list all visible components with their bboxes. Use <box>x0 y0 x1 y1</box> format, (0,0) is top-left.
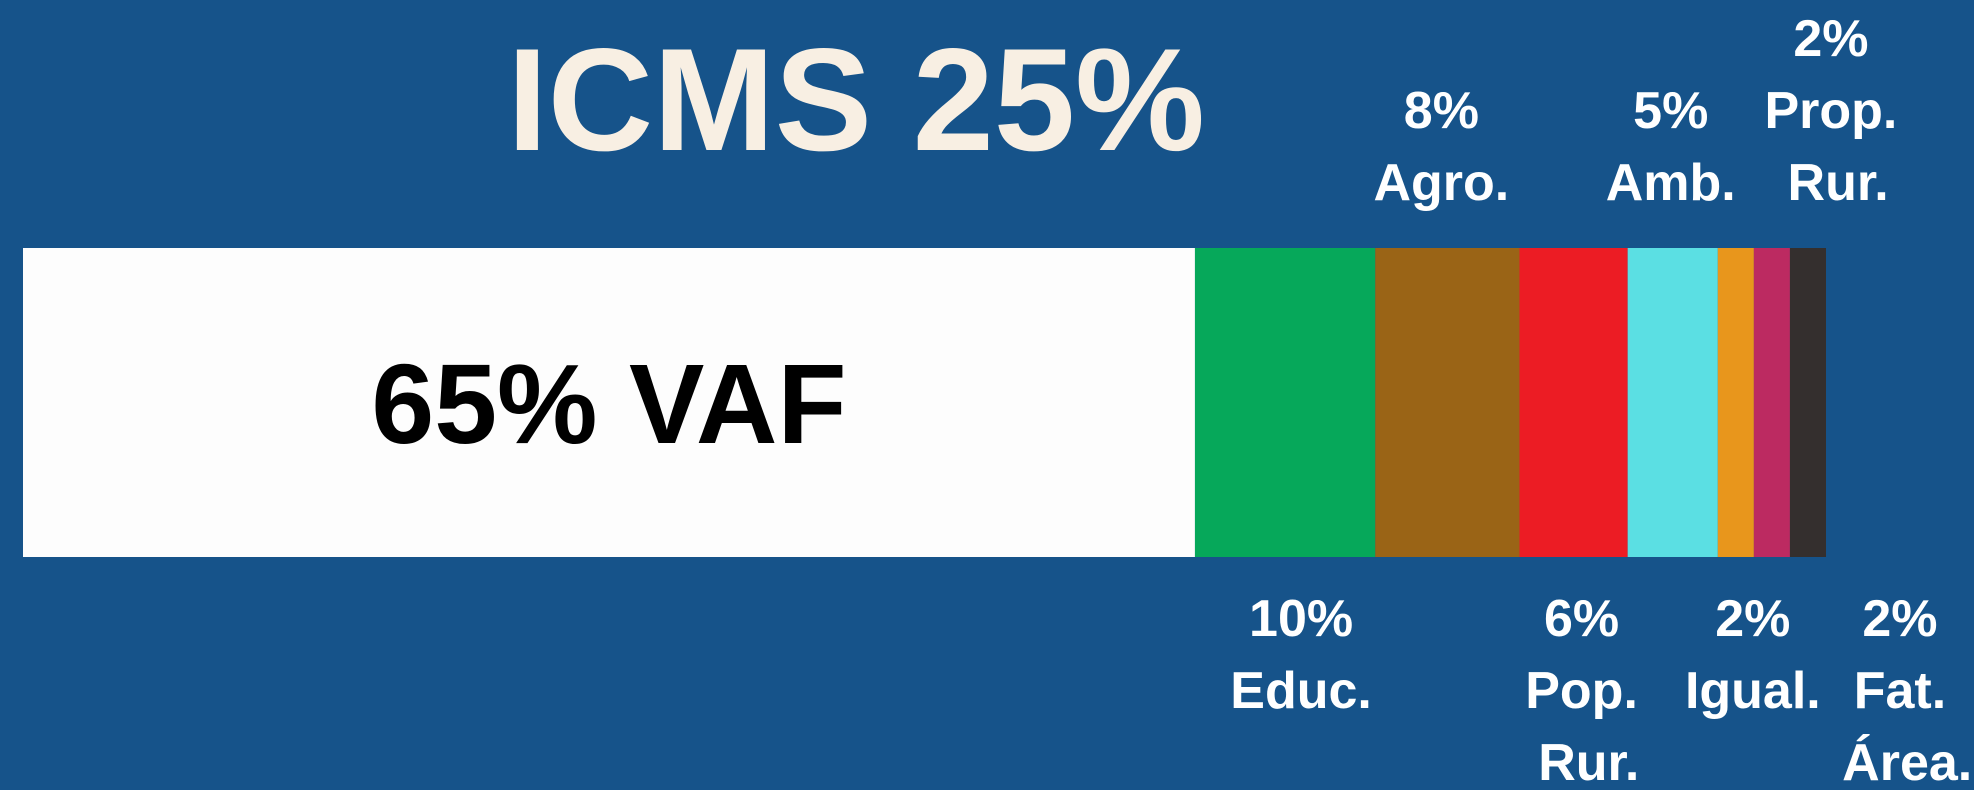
label-line: Educ. <box>1230 662 1372 720</box>
category-label: Agro. <box>1373 154 1509 212</box>
bar-segment <box>1375 248 1520 557</box>
label-line: Igual. <box>1685 662 1821 720</box>
label-line: Rur. <box>1524 734 1640 790</box>
category-label: VAF <box>629 341 847 467</box>
bar-segment <box>1627 248 1718 557</box>
bar-segment <box>1519 248 1628 557</box>
value-label: 2% <box>1793 10 1868 68</box>
category-label: Prop. Rur. <box>1764 82 1897 212</box>
category-label: Amb. <box>1606 154 1736 212</box>
label-line: Área. <box>1828 734 1973 790</box>
category-label: Fat. Área. <box>1828 662 1973 790</box>
segment-label: 65% VAF <box>371 341 846 467</box>
value-label: 8% <box>1404 82 1479 140</box>
category-label: Pop. Rur. <box>1524 662 1640 790</box>
label-line: Amb. <box>1606 154 1736 212</box>
bar-segment <box>1789 248 1826 557</box>
bar-segment <box>1717 248 1754 557</box>
category-label: Igual. <box>1685 662 1821 720</box>
bar-segment <box>1194 248 1376 557</box>
value-label: 2% <box>1715 590 1790 648</box>
label-line: Prop. <box>1764 82 1897 140</box>
label-line: Pop. <box>1525 662 1638 720</box>
value-label: 5% <box>1633 82 1708 140</box>
category-label: Educ. <box>1230 662 1372 720</box>
bar-segment <box>23 248 1195 557</box>
value-label: 10% <box>1249 590 1353 648</box>
label-line: Rur. <box>1773 154 1889 212</box>
label-line: Fat. <box>1854 662 1946 720</box>
label-line: Agro. <box>1373 154 1509 212</box>
value-label: 2% <box>1862 590 1937 648</box>
value-label: 6% <box>1544 590 1619 648</box>
value-label: 65% <box>371 341 597 467</box>
bar-segment <box>1753 248 1790 557</box>
chart-title: ICMS 25% <box>507 18 1205 181</box>
